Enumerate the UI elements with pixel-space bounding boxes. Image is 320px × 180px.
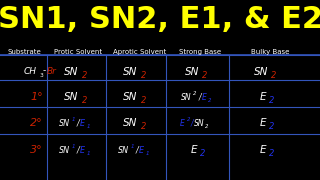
Text: /: /	[135, 146, 138, 155]
Text: SN: SN	[64, 67, 78, 77]
Text: SN1, SN2, E1, & E2: SN1, SN2, E1, & E2	[0, 5, 320, 34]
Text: 2: 2	[82, 96, 87, 105]
Text: 1°: 1°	[30, 92, 43, 102]
Text: 2: 2	[269, 96, 274, 105]
Text: SN: SN	[123, 92, 138, 102]
Text: SN: SN	[194, 119, 204, 128]
Text: 3°: 3°	[30, 145, 43, 155]
Text: E: E	[260, 145, 266, 155]
Text: E: E	[191, 145, 197, 155]
Text: 2: 2	[202, 71, 208, 80]
Text: SN: SN	[123, 118, 138, 128]
Text: SN: SN	[123, 67, 138, 77]
Text: /: /	[198, 93, 201, 102]
Text: CH: CH	[24, 67, 37, 76]
Text: 1: 1	[131, 144, 134, 149]
Text: 1: 1	[86, 124, 90, 129]
Text: /: /	[191, 119, 193, 128]
Text: 1: 1	[86, 151, 90, 156]
Text: Substrate: Substrate	[7, 49, 41, 55]
Text: E: E	[80, 146, 85, 155]
Text: 3: 3	[39, 73, 43, 78]
Text: Bulky Base: Bulky Base	[251, 49, 290, 55]
Text: -: -	[43, 67, 46, 76]
Text: 2: 2	[269, 149, 274, 158]
Text: Br: Br	[47, 67, 57, 76]
Text: 1: 1	[146, 151, 149, 156]
Text: E: E	[260, 92, 266, 102]
Text: E: E	[180, 119, 185, 128]
Text: SN: SN	[59, 146, 70, 155]
Text: 1: 1	[71, 144, 75, 149]
Text: 2°: 2°	[30, 118, 43, 128]
Text: 2: 2	[200, 149, 205, 158]
Text: 2: 2	[141, 122, 146, 131]
Text: SN: SN	[253, 67, 268, 77]
Text: 2: 2	[141, 96, 146, 105]
Text: SN: SN	[59, 119, 70, 128]
Text: E: E	[80, 119, 85, 128]
Text: E: E	[202, 93, 207, 102]
Text: 2: 2	[82, 71, 87, 80]
Text: SN: SN	[118, 146, 130, 155]
Text: SN: SN	[181, 93, 192, 102]
Text: 2: 2	[141, 71, 146, 80]
Text: 2: 2	[205, 124, 209, 129]
Text: SN: SN	[64, 92, 78, 102]
Text: E: E	[139, 146, 144, 155]
Text: Aprotic Solvent: Aprotic Solvent	[113, 49, 166, 55]
Text: Strong Base: Strong Base	[179, 49, 221, 55]
Text: 2: 2	[269, 122, 274, 131]
Text: E: E	[260, 118, 266, 128]
Text: Protic Solvent: Protic Solvent	[54, 49, 102, 55]
Text: 2: 2	[271, 71, 276, 80]
Text: 2: 2	[187, 117, 190, 122]
Text: 1: 1	[71, 117, 75, 122]
Text: 2: 2	[193, 91, 197, 96]
Text: /: /	[76, 146, 79, 155]
Text: 2: 2	[208, 98, 212, 103]
Text: /: /	[76, 119, 79, 128]
Text: SN: SN	[185, 67, 199, 77]
